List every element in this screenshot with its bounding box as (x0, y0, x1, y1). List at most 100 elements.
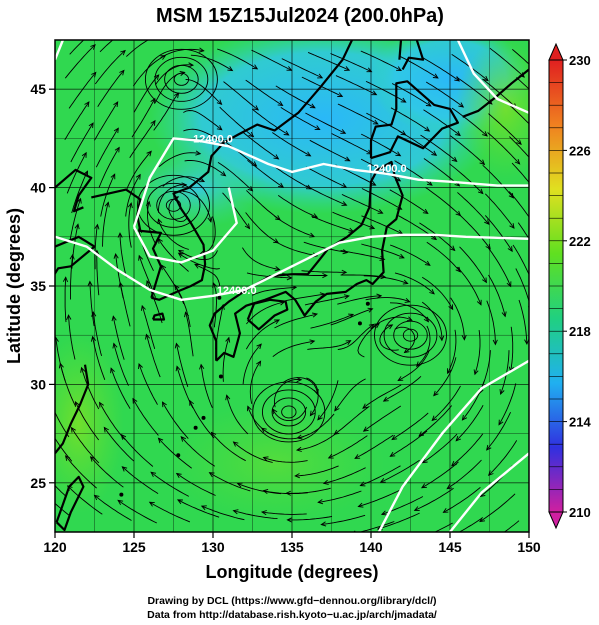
island (357, 321, 362, 326)
streamline-arrow (273, 154, 280, 160)
streamline (175, 343, 189, 387)
streamline (141, 305, 156, 350)
streamline (217, 48, 258, 70)
streamline (95, 127, 119, 168)
streamline (305, 185, 347, 206)
streamline (89, 281, 95, 327)
streamline-arrow (210, 431, 217, 438)
streamline-arrow (431, 234, 438, 241)
streamline (67, 485, 103, 515)
streamline (305, 112, 346, 134)
streamline-arrow (431, 150, 438, 156)
streamline-arrow (66, 314, 72, 321)
streamline (131, 98, 156, 138)
streamline (390, 107, 430, 132)
streamline (194, 264, 221, 297)
streamline (340, 274, 386, 278)
streamline-arrow (422, 208, 429, 214)
streamline (354, 434, 394, 459)
streamline-arrow (483, 75, 489, 82)
streamline-arrow (458, 102, 465, 108)
streamline-arrow (476, 299, 482, 306)
y-axis-label: Latitude (degrees) (4, 208, 24, 364)
x-tick-label: 150 (517, 539, 541, 555)
streamline-arrow (371, 90, 378, 96)
streamline-arrow (362, 426, 369, 432)
streamline (332, 211, 375, 229)
streamline (146, 280, 163, 324)
colorbar-tick-label: 210 (569, 505, 591, 520)
streamline (162, 176, 205, 187)
streamline (321, 514, 366, 526)
streamline (414, 487, 454, 511)
streamline-arrow (97, 24, 102, 29)
streamline (70, 122, 94, 163)
streamline (397, 349, 430, 381)
streamline (112, 316, 125, 360)
streamline-arrow (305, 151, 312, 157)
streamline (509, 136, 529, 158)
streamline-arrow (314, 125, 321, 130)
vortex-ring (374, 304, 447, 366)
streamline-arrow (379, 478, 386, 483)
colorbar: 210 214 218 222 226 230 (548, 42, 591, 530)
streamline-arrow (103, 426, 109, 433)
x-tick-label: 145 (438, 539, 462, 555)
streamline-arrow (366, 67, 373, 73)
streamline (451, 107, 488, 137)
streamline (508, 104, 529, 125)
streamline-arrow (516, 139, 522, 146)
streamline (272, 406, 308, 422)
streamline-arrow (421, 458, 428, 464)
streamline (447, 329, 457, 374)
streamline-arrow (110, 367, 115, 374)
streamline-arrow (286, 275, 293, 281)
streamline-arrow (309, 103, 316, 109)
streamline (421, 461, 459, 489)
streamline (59, 363, 76, 406)
streamline (380, 459, 420, 483)
streamline (377, 512, 420, 530)
streamline-arrow (294, 473, 300, 479)
streamline (482, 78, 517, 109)
vortex-ring (164, 64, 199, 94)
streamline (330, 53, 372, 73)
streamline (245, 212, 279, 244)
streamline-arrow (161, 401, 167, 408)
streamline (129, 120, 156, 159)
streamline (190, 54, 233, 71)
streamline-arrow (380, 274, 387, 280)
streamline-arrow (317, 499, 324, 505)
streamline (365, 297, 410, 303)
island (217, 295, 222, 300)
streamline (360, 465, 401, 487)
streamline-arrow (138, 254, 144, 261)
streamline-arrow (90, 44, 96, 50)
streamline-arrow (319, 292, 326, 298)
streamline (272, 165, 312, 190)
streamline-arrow (93, 494, 100, 501)
streamline (484, 215, 513, 252)
streamline (420, 134, 457, 162)
streamline-arrow (150, 471, 157, 478)
streamline (488, 274, 506, 317)
streamline-arrow (62, 276, 69, 283)
streamline-arrow (425, 101, 432, 107)
streamline (449, 163, 484, 194)
streamline (389, 189, 429, 214)
streamline (515, 268, 529, 303)
streamline-arrow (508, 192, 515, 199)
streamline-arrow (535, 165, 540, 170)
streamline (503, 520, 520, 532)
streamline-arrow (225, 336, 231, 343)
streamline-arrow (404, 297, 411, 303)
contour-line (132, 137, 529, 228)
streamline-arrow (130, 24, 135, 28)
streamline-arrow (446, 484, 453, 490)
y-tick-label: 25 (30, 475, 46, 491)
streamline (246, 190, 281, 221)
streamline-arrow (145, 333, 151, 340)
streamline (498, 383, 517, 425)
streamline (261, 511, 307, 515)
